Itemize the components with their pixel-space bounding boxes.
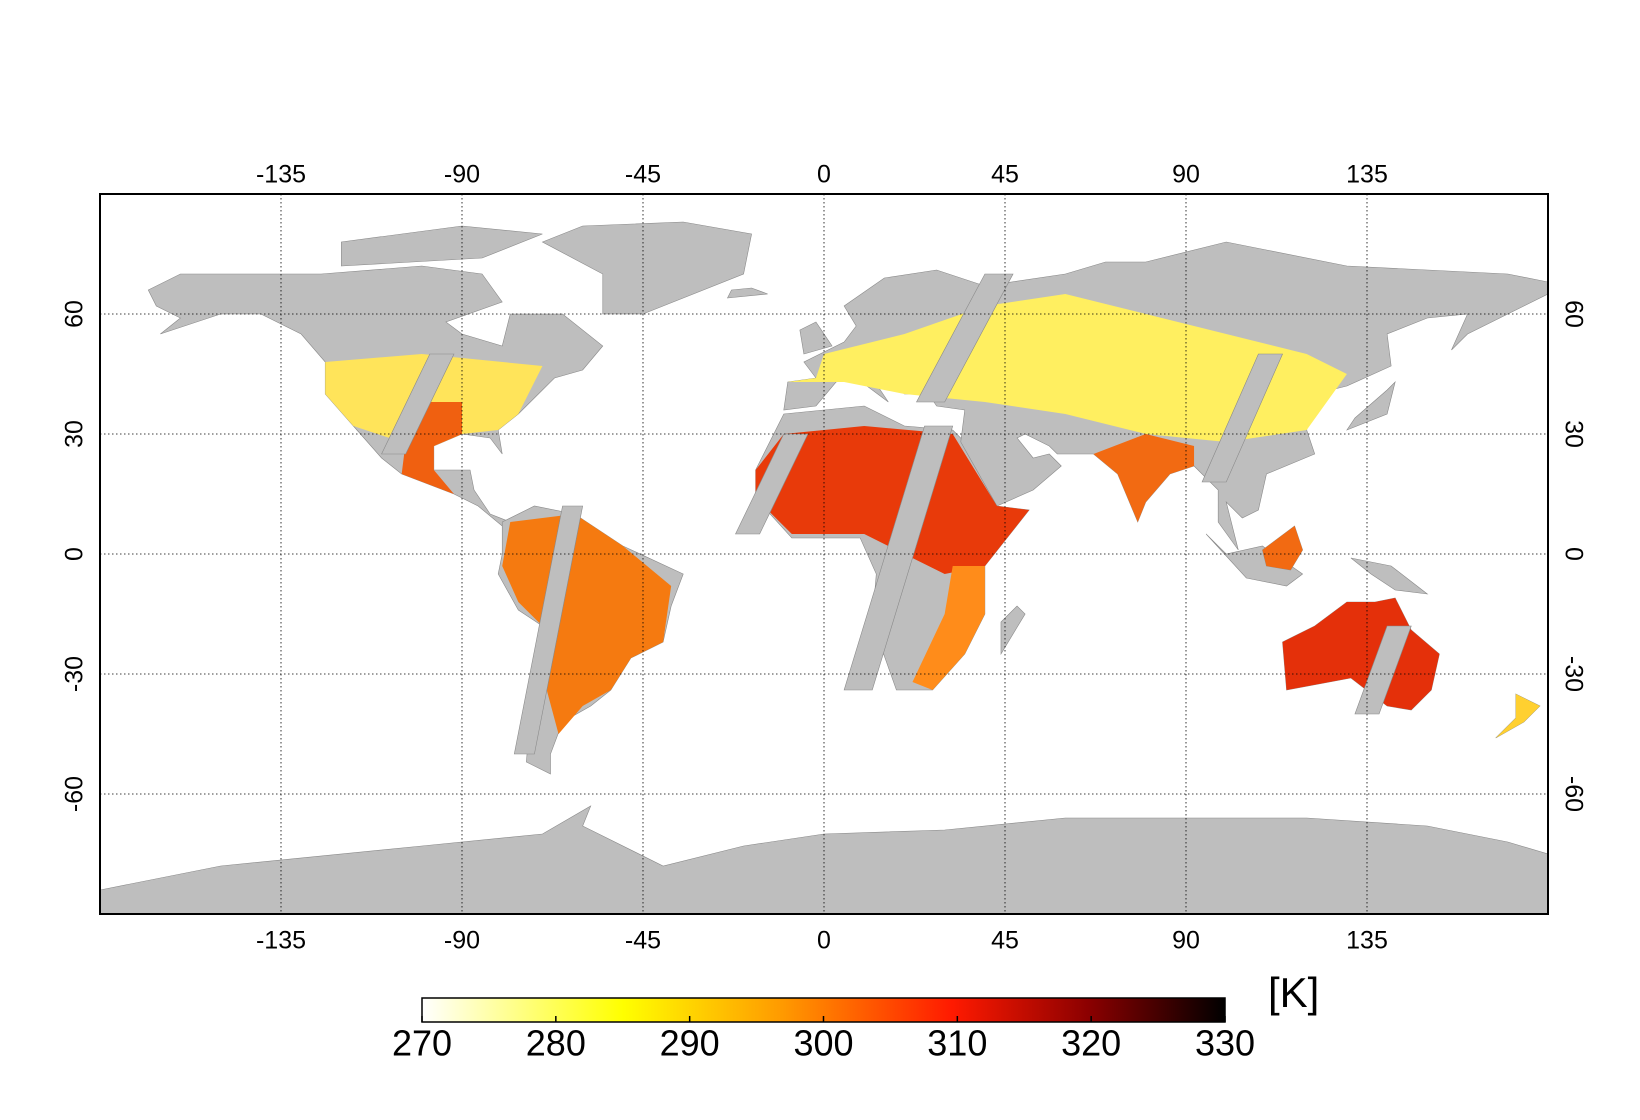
y-tick-label-left: 30 — [61, 420, 89, 448]
x-tick-label-bottom: 135 — [1346, 927, 1388, 955]
colorbar-tick-label: 300 — [793, 1023, 853, 1064]
heat-indonesia — [1262, 526, 1303, 570]
swath-gap — [514, 506, 582, 754]
y-tick-label-left: -60 — [61, 776, 89, 812]
x-tick-label-bottom: -45 — [625, 927, 661, 955]
swath-gap — [1355, 626, 1411, 714]
x-tick-label-top: 45 — [991, 161, 1019, 189]
sumatra-java — [1206, 534, 1303, 586]
y-tick-label-right: -60 — [1559, 776, 1587, 812]
x-tick-label-top: 135 — [1346, 161, 1388, 189]
y-tick-label-right: 0 — [1559, 547, 1587, 561]
y-tick-label-left: -30 — [61, 656, 89, 692]
greenland — [542, 222, 751, 314]
iceland — [727, 288, 767, 298]
colorbar-tick-label: 320 — [1061, 1023, 1121, 1064]
x-tick-label-bottom: -90 — [444, 927, 480, 955]
heat-north-america — [325, 354, 543, 446]
x-tick-label-bottom: 0 — [817, 927, 831, 955]
x-tick-label-bottom: -135 — [256, 927, 306, 955]
colorbar-tick-label: 270 — [392, 1023, 452, 1064]
map-frame — [99, 193, 1549, 915]
x-tick-label-top: 90 — [1172, 161, 1200, 189]
heat-new-zealand — [1495, 694, 1540, 738]
y-tick-label-right: 60 — [1559, 300, 1587, 328]
x-tick-label-top: -45 — [625, 161, 661, 189]
grid — [100, 194, 1548, 914]
arctic-islands — [341, 226, 542, 266]
x-tick-label-bottom: 45 — [991, 927, 1019, 955]
x-tick-label-top: 0 — [817, 161, 831, 189]
x-tick-label-top: -135 — [256, 161, 306, 189]
swath-gap — [736, 434, 808, 534]
x-tick-label-top: -90 — [444, 161, 480, 189]
swath-gap — [917, 274, 1014, 402]
heat-india — [1093, 434, 1195, 522]
colorbar-tick-label: 330 — [1195, 1023, 1255, 1064]
swath-gap — [1202, 354, 1282, 482]
new-guinea — [1351, 558, 1427, 594]
heat-europe-asia — [787, 294, 1347, 442]
japan — [1347, 382, 1395, 430]
colorbar-tick-label: 310 — [927, 1023, 987, 1064]
colorbar-tick-label: 290 — [660, 1023, 720, 1064]
x-tick-label-bottom: 90 — [1172, 927, 1200, 955]
y-tick-label-left: 60 — [61, 300, 89, 328]
y-tick-label-left: 0 — [61, 547, 89, 561]
colorbar-tick-label: 280 — [526, 1023, 586, 1064]
heat-africa-south — [912, 566, 985, 690]
y-tick-label-right: -30 — [1559, 656, 1587, 692]
swath-gap — [844, 426, 953, 690]
colorbar-unit: [K] — [1268, 969, 1319, 1016]
y-tick-label-right: 30 — [1559, 420, 1587, 448]
swath-gap — [382, 354, 454, 454]
madagascar — [1001, 606, 1025, 654]
